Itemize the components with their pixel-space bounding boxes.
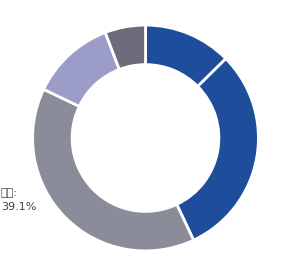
Text: 미국:
30.4%: 미국: 30.4% bbox=[290, 138, 291, 161]
Wedge shape bbox=[146, 25, 226, 86]
Text: 유럽:
12.1%: 유럽: 12.1% bbox=[0, 42, 1, 65]
Text: 중국:
39.1%: 중국: 39.1% bbox=[1, 189, 36, 212]
Wedge shape bbox=[44, 33, 119, 106]
Wedge shape bbox=[177, 59, 258, 240]
Wedge shape bbox=[105, 25, 146, 70]
Wedge shape bbox=[33, 89, 194, 251]
